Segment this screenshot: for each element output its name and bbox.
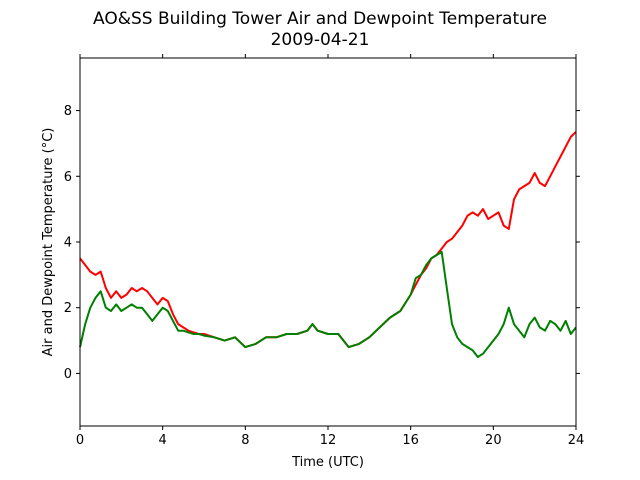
y-tick-label: 6 (64, 170, 72, 185)
y-tick-label: 0 (64, 367, 72, 382)
x-tick-label: 12 (320, 433, 337, 448)
y-tick-label: 8 (64, 104, 72, 119)
plot-frame (79, 57, 577, 427)
x-tick-label: 20 (485, 433, 502, 448)
x-tick-label: 8 (241, 433, 249, 448)
air-temperature-line (79, 131, 577, 349)
x-tick-label: 16 (402, 433, 419, 448)
x-tick-label: 24 (568, 433, 585, 448)
plot-area (79, 131, 577, 358)
x-axis-label: Time (UTC) (291, 455, 364, 470)
y-axis-label: Air and Dewpoint Temperature (°C) (41, 128, 56, 357)
x-tick-label: 0 (76, 433, 84, 448)
dewpoint-temperature-line (79, 250, 577, 358)
y-tick-label: 4 (64, 236, 72, 251)
y-tick-label: 2 (64, 301, 72, 316)
chart-subtitle: 2009-04-21 (271, 30, 370, 50)
x-tick-label: 4 (159, 433, 167, 448)
chart-title: AO&SS Building Tower Air and Dewpoint Te… (93, 9, 547, 29)
